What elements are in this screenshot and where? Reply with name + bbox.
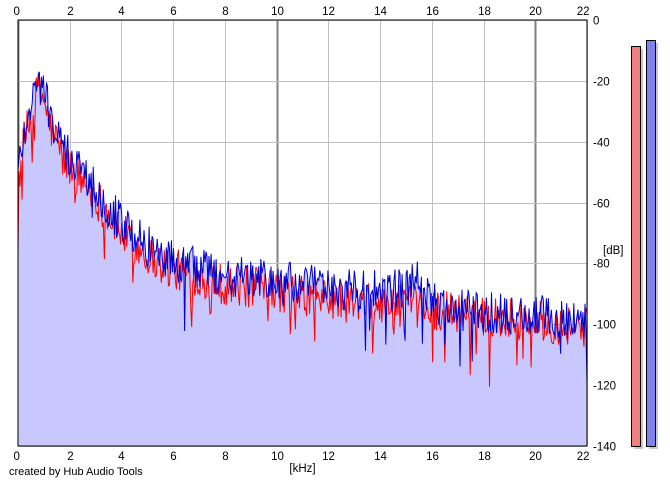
blue-level-meter (646, 40, 656, 447)
credit-text: created by Hub Audio Tools (9, 466, 143, 478)
plot-frame (17, 19, 588, 447)
x-tick-label-top: 14 (374, 6, 387, 18)
x-tick-label-bottom: 4 (118, 451, 125, 463)
x-tick-label-top: 6 (170, 6, 176, 18)
y-tick-label: -40 (593, 138, 610, 150)
y-tick-label: -120 (593, 381, 616, 393)
x-tick-label-bottom: 18 (478, 451, 491, 463)
level-meters (631, 40, 658, 449)
x-tick-label-bottom: 16 (426, 451, 439, 463)
x-tick-label-bottom: 20 (529, 451, 542, 463)
x-tick-label-top: 8 (222, 6, 228, 18)
y-tick-label: -60 (593, 199, 610, 211)
x-tick-label-top: 22 (577, 6, 590, 18)
x-tick-label-bottom: 8 (222, 451, 228, 463)
blue-series-line (17, 71, 588, 384)
y-tick-label: -140 (593, 442, 616, 454)
x-tick-label-bottom: 12 (322, 451, 335, 463)
x-tick-label-bottom: 10 (271, 451, 284, 463)
spectrum-fill-area (18, 71, 587, 447)
x-tick-label-top: 0 (14, 6, 20, 18)
spectrum-series (17, 71, 588, 447)
x-tick-label-bottom: 0 (14, 451, 20, 463)
x-tick-label-top: 20 (529, 6, 542, 18)
y-tick-label: -20 (593, 77, 610, 89)
x-tick-label-bottom: 6 (170, 451, 176, 463)
x-tick-label-bottom: 14 (374, 451, 387, 463)
x-tick-label-top: 4 (118, 6, 125, 18)
x-tick-label-top: 2 (67, 6, 73, 18)
x-tick-label-top: 18 (478, 6, 491, 18)
y-axis-label: [dB] (603, 245, 623, 257)
y-tick-label: -100 (593, 320, 616, 332)
tick-labels: 002244668810101212141416161818202022220-… (14, 6, 617, 463)
x-axis-label: [kHz] (289, 463, 315, 475)
y-tick-label: 0 (593, 16, 599, 28)
red-level-meter (631, 46, 641, 447)
x-tick-label-top: 12 (322, 6, 335, 18)
x-tick-label-top: 10 (271, 6, 284, 18)
x-tick-label-bottom: 2 (67, 451, 73, 463)
y-tick-label: -80 (593, 259, 610, 271)
x-tick-label-top: 16 (426, 6, 439, 18)
x-tick-label-bottom: 22 (577, 451, 590, 463)
